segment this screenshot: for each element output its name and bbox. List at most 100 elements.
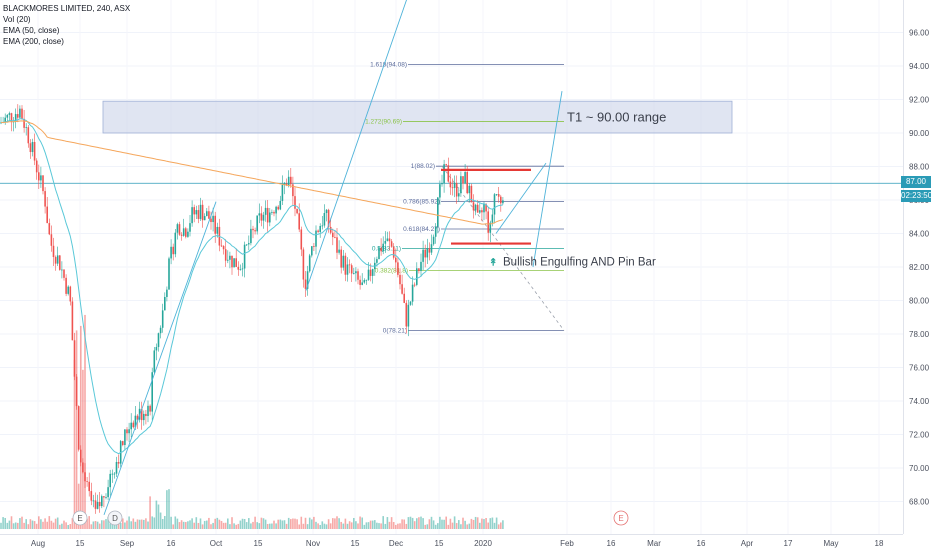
candle-body bbox=[483, 204, 485, 213]
fib-level-label: 0.786(85.92) bbox=[403, 198, 440, 205]
pattern-annotation: Bullish Engulfing AND Pin Bar bbox=[503, 256, 656, 268]
volume-bar bbox=[126, 520, 128, 529]
volume-bar bbox=[248, 518, 250, 529]
candle-body bbox=[403, 293, 405, 303]
volume-bar bbox=[88, 516, 90, 529]
volume-bar bbox=[145, 518, 147, 529]
candle-body bbox=[101, 496, 103, 507]
volume-bar bbox=[210, 524, 212, 529]
volume-bar bbox=[359, 516, 361, 529]
volume-bar bbox=[258, 523, 261, 529]
candle-body bbox=[248, 243, 250, 245]
event-marker: D bbox=[107, 510, 123, 526]
volume-bar bbox=[304, 517, 307, 529]
candle-body bbox=[8, 113, 11, 115]
candle-body bbox=[462, 176, 464, 184]
volume-bar bbox=[96, 521, 99, 529]
volume-bar bbox=[220, 520, 223, 529]
volume-bar bbox=[344, 518, 347, 529]
event-marker: E bbox=[613, 510, 629, 526]
volume-bar bbox=[325, 524, 328, 529]
volume-bar bbox=[455, 523, 458, 529]
candle-body bbox=[264, 207, 267, 215]
volume-bar bbox=[292, 518, 294, 529]
volume-bar bbox=[212, 522, 214, 529]
volume-bar bbox=[65, 522, 67, 529]
candle-body bbox=[369, 269, 372, 276]
symbol-title[interactable]: BLACKMORES LIMITED, 240, ASX bbox=[3, 4, 131, 13]
candle-body bbox=[445, 164, 447, 166]
candle-body bbox=[206, 211, 208, 217]
price-axis-tick-label: 92.00 bbox=[909, 96, 930, 105]
volume-bar bbox=[170, 516, 172, 529]
volume-bar bbox=[157, 504, 160, 529]
volume-bar bbox=[481, 518, 483, 529]
time-axis-tick-label: 16 bbox=[697, 539, 706, 548]
candle-body bbox=[214, 215, 216, 234]
volume-bar bbox=[449, 518, 452, 529]
candle-body bbox=[292, 184, 294, 197]
candle-body bbox=[155, 347, 158, 351]
volume-bar bbox=[208, 517, 210, 529]
volume-bar bbox=[329, 523, 332, 529]
volume-bar bbox=[502, 520, 504, 529]
candle-body bbox=[380, 247, 382, 252]
candle-body bbox=[17, 114, 19, 118]
candle-body bbox=[458, 193, 460, 197]
volume-bar bbox=[8, 520, 11, 529]
time-axis-tick-label: 18 bbox=[875, 539, 884, 548]
price-axis-tick-label: 68.00 bbox=[909, 498, 930, 507]
time-axis-tick-label: Oct bbox=[210, 539, 223, 548]
candle-body bbox=[428, 248, 431, 253]
volume-bar bbox=[10, 516, 13, 529]
candle-body bbox=[439, 184, 441, 198]
candle-body bbox=[376, 259, 378, 263]
volume-bar bbox=[388, 521, 391, 529]
candle-body bbox=[201, 204, 204, 221]
volume-bar bbox=[174, 516, 177, 529]
volume-bar bbox=[497, 524, 500, 529]
candle-body bbox=[224, 249, 227, 261]
candle-body bbox=[180, 234, 183, 236]
volume-bar bbox=[336, 516, 338, 529]
candle-body bbox=[117, 462, 120, 464]
candle-body bbox=[397, 262, 399, 275]
volume-bar bbox=[403, 519, 405, 529]
candle-body bbox=[290, 176, 292, 185]
candle-body bbox=[355, 271, 357, 274]
candle-body bbox=[115, 462, 118, 474]
volume-bar bbox=[458, 520, 460, 529]
trend-line bbox=[532, 91, 563, 268]
candle-body bbox=[52, 245, 55, 258]
volume-bar bbox=[75, 330, 78, 529]
candle-body bbox=[313, 246, 315, 247]
volume-bar bbox=[275, 523, 277, 529]
ema200-indicator-label[interactable]: EMA (200, close) bbox=[3, 37, 64, 46]
time-axis-separator bbox=[0, 534, 903, 535]
candle-body bbox=[208, 211, 210, 219]
candle-body bbox=[86, 481, 88, 483]
volume-bar bbox=[363, 524, 366, 529]
candle-body bbox=[281, 184, 284, 201]
volume-bar bbox=[35, 523, 38, 529]
ema50-indicator-label[interactable]: EMA (50, close) bbox=[3, 26, 60, 35]
volume-bar bbox=[380, 523, 382, 529]
volume-bar bbox=[119, 522, 122, 529]
candle-body bbox=[193, 207, 195, 215]
candle-body bbox=[275, 206, 277, 214]
volume-bar bbox=[487, 522, 489, 529]
candle-body bbox=[29, 143, 32, 153]
volume-indicator-label[interactable]: Vol (20) bbox=[3, 15, 31, 24]
volume-bar bbox=[71, 518, 74, 529]
candle-body bbox=[191, 207, 193, 224]
volume-bar bbox=[178, 522, 181, 529]
volume-bar bbox=[161, 518, 164, 529]
volume-bar bbox=[470, 518, 473, 529]
candle-body bbox=[485, 204, 487, 212]
volume-bar bbox=[434, 524, 437, 529]
volume-bar bbox=[437, 523, 439, 529]
volume-bar bbox=[300, 516, 303, 529]
candle-body bbox=[233, 258, 235, 268]
